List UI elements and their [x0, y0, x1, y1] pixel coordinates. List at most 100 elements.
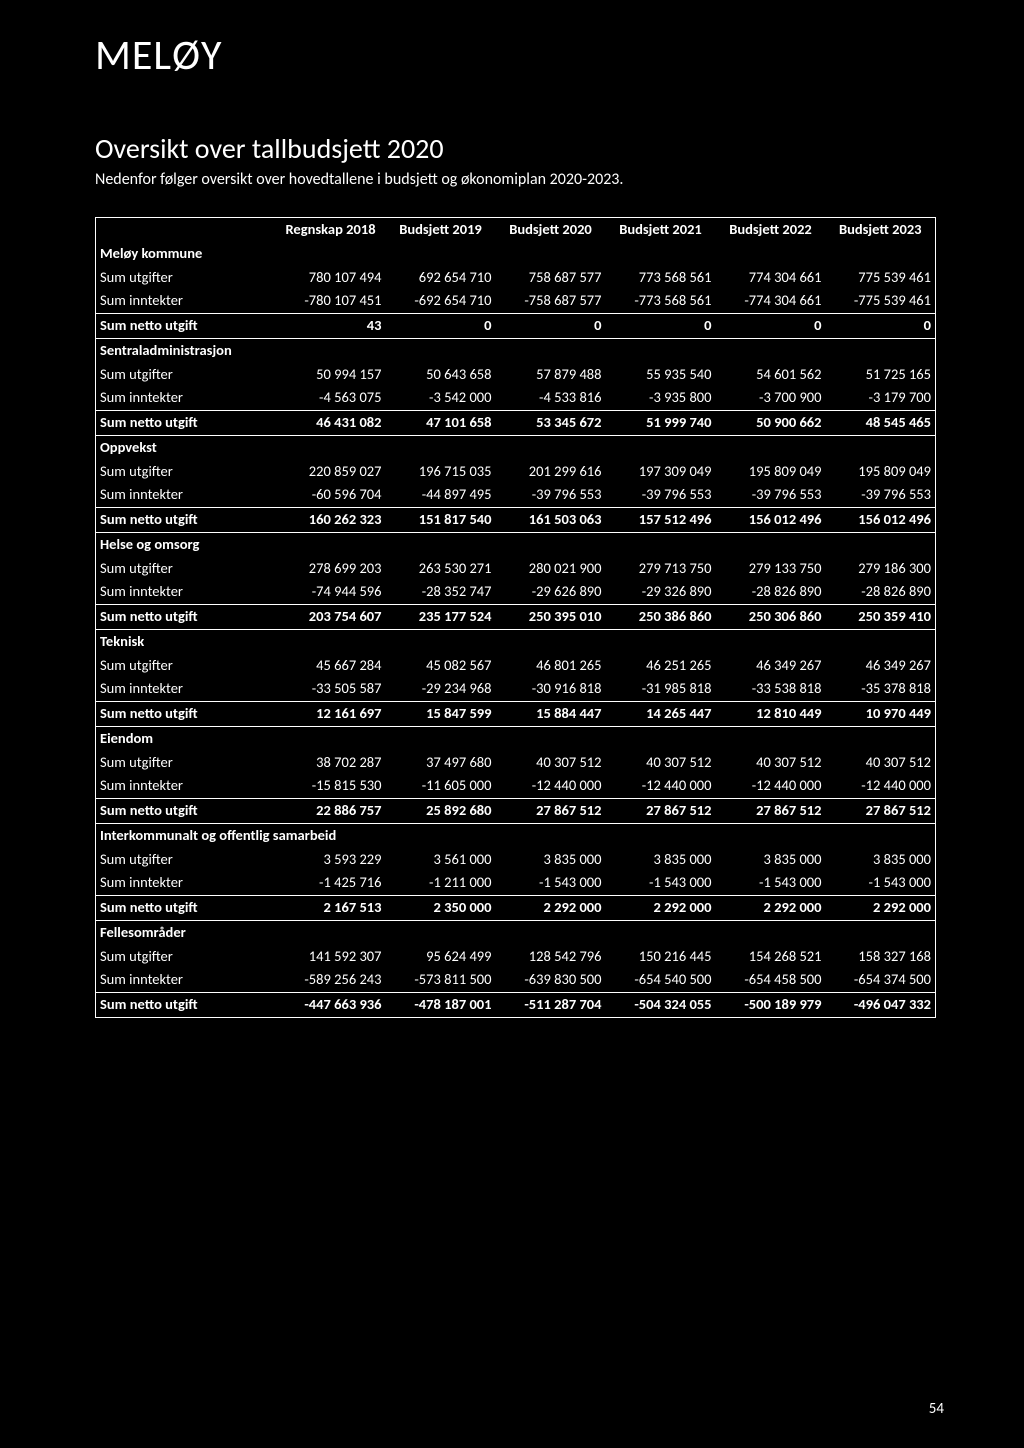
cell-value: 3 835 000 [716, 848, 826, 872]
cell-value: 40 307 512 [606, 751, 716, 775]
cell-value: 250 395 010 [496, 605, 606, 630]
cell-value: 14 265 447 [606, 702, 716, 727]
cell-value: -639 830 500 [496, 968, 606, 992]
brand-title: MELØY [95, 30, 929, 81]
cell-value: -4 533 816 [496, 386, 606, 410]
table-row: Sum inntekter-33 505 587-29 234 968-30 9… [96, 677, 936, 701]
cell-value: 51 725 165 [826, 363, 936, 387]
row-label: Sum netto utgift [96, 314, 276, 339]
cell-value: -1 543 000 [826, 871, 936, 895]
cell-value: -35 378 818 [826, 677, 936, 701]
cell-value: 161 503 063 [496, 508, 606, 533]
cell-value: 150 216 445 [606, 945, 716, 969]
page-title: Oversikt over tallbudsjett 2020 [95, 131, 929, 166]
cell-value: 45 082 567 [386, 654, 496, 678]
row-label: Sum netto utgift [96, 993, 276, 1018]
cell-value: 15 884 447 [496, 702, 606, 727]
cell-value: 196 715 035 [386, 460, 496, 484]
cell-value: 156 012 496 [716, 508, 826, 533]
section-name: Interkommunalt og offentlig samarbeid [96, 823, 936, 847]
cell-value: 27 867 512 [496, 799, 606, 824]
cell-value: 25 892 680 [386, 799, 496, 824]
cell-value: -496 047 332 [826, 993, 936, 1018]
cell-value: 235 177 524 [386, 605, 496, 630]
cell-value: -12 440 000 [606, 774, 716, 798]
cell-value: 279 186 300 [826, 557, 936, 581]
section-name: Helse og omsorg [96, 532, 936, 556]
cell-value: -478 187 001 [386, 993, 496, 1018]
cell-value: 758 687 577 [496, 266, 606, 290]
netto-row: Sum netto utgift4300000 [96, 314, 936, 339]
budget-table: Regnskap 2018 Budsjett 2019 Budsjett 202… [95, 217, 936, 1018]
table-row: Sum inntekter-589 256 243-573 811 500-63… [96, 968, 936, 992]
cell-value: 12 161 697 [276, 702, 386, 727]
cell-value: -28 826 890 [716, 580, 826, 604]
cell-value: 45 667 284 [276, 654, 386, 678]
row-label: Sum inntekter [96, 774, 276, 798]
section-name: Oppvekst [96, 435, 936, 459]
page-subtitle: Nedenfor følger oversikt over hovedtalle… [95, 170, 929, 189]
table-row: Sum utgifter141 592 30795 624 499128 542… [96, 945, 936, 969]
col-header: Budsjett 2023 [826, 218, 936, 242]
cell-value: -29 326 890 [606, 580, 716, 604]
cell-value: 50 643 658 [386, 363, 496, 387]
cell-value: 47 101 658 [386, 411, 496, 436]
cell-value: 46 431 082 [276, 411, 386, 436]
cell-value: -3 179 700 [826, 386, 936, 410]
cell-value: -39 796 553 [716, 483, 826, 507]
section-name: Teknisk [96, 629, 936, 653]
cell-value: 50 900 662 [716, 411, 826, 436]
table-row: Sum utgifter50 994 15750 643 65857 879 4… [96, 363, 936, 387]
cell-value: -1 543 000 [606, 871, 716, 895]
cell-value: 3 561 000 [386, 848, 496, 872]
col-header: Regnskap 2018 [276, 218, 386, 242]
cell-value: 51 999 740 [606, 411, 716, 436]
table-row: Sum inntekter-15 815 530-11 605 000-12 4… [96, 774, 936, 798]
section-header: Eiendom [96, 726, 936, 750]
cell-value: 151 817 540 [386, 508, 496, 533]
cell-value: -12 440 000 [496, 774, 606, 798]
cell-value: 46 349 267 [716, 654, 826, 678]
cell-value: 2 292 000 [496, 896, 606, 921]
row-label: Sum utgifter [96, 848, 276, 872]
cell-value: -3 700 900 [716, 386, 826, 410]
cell-value: 2 350 000 [386, 896, 496, 921]
cell-value: 195 809 049 [826, 460, 936, 484]
cell-value: -774 304 661 [716, 289, 826, 313]
cell-value: 263 530 271 [386, 557, 496, 581]
col-header [96, 218, 276, 242]
cell-value: 43 [276, 314, 386, 339]
cell-value: 250 386 860 [606, 605, 716, 630]
cell-value: -39 796 553 [606, 483, 716, 507]
cell-value: -773 568 561 [606, 289, 716, 313]
row-label: Sum inntekter [96, 289, 276, 313]
row-label: Sum utgifter [96, 557, 276, 581]
cell-value: 195 809 049 [716, 460, 826, 484]
cell-value: 95 624 499 [386, 945, 496, 969]
cell-value: -1 211 000 [386, 871, 496, 895]
cell-value: -447 663 936 [276, 993, 386, 1018]
cell-value: -33 538 818 [716, 677, 826, 701]
cell-value: 10 970 449 [826, 702, 936, 727]
cell-value: -44 897 495 [386, 483, 496, 507]
page-number: 54 [929, 1400, 944, 1418]
table-row: Sum utgifter3 593 2293 561 0003 835 0003… [96, 848, 936, 872]
cell-value: 3 593 229 [276, 848, 386, 872]
cell-value: -654 458 500 [716, 968, 826, 992]
section-header: Meløy kommune [96, 242, 936, 266]
cell-value: 54 601 562 [716, 363, 826, 387]
cell-value: 0 [386, 314, 496, 339]
cell-value: 156 012 496 [826, 508, 936, 533]
cell-value: 775 539 461 [826, 266, 936, 290]
netto-row: Sum netto utgift160 262 323151 817 54016… [96, 508, 936, 533]
cell-value: -29 626 890 [496, 580, 606, 604]
cell-value: 279 713 750 [606, 557, 716, 581]
cell-value: 2 167 513 [276, 896, 386, 921]
netto-row: Sum netto utgift203 754 607235 177 52425… [96, 605, 936, 630]
netto-row: Sum netto utgift46 431 08247 101 65853 3… [96, 411, 936, 436]
cell-value: 40 307 512 [496, 751, 606, 775]
cell-value: 46 801 265 [496, 654, 606, 678]
cell-value: 154 268 521 [716, 945, 826, 969]
cell-value: 46 349 267 [826, 654, 936, 678]
row-label: Sum inntekter [96, 968, 276, 992]
